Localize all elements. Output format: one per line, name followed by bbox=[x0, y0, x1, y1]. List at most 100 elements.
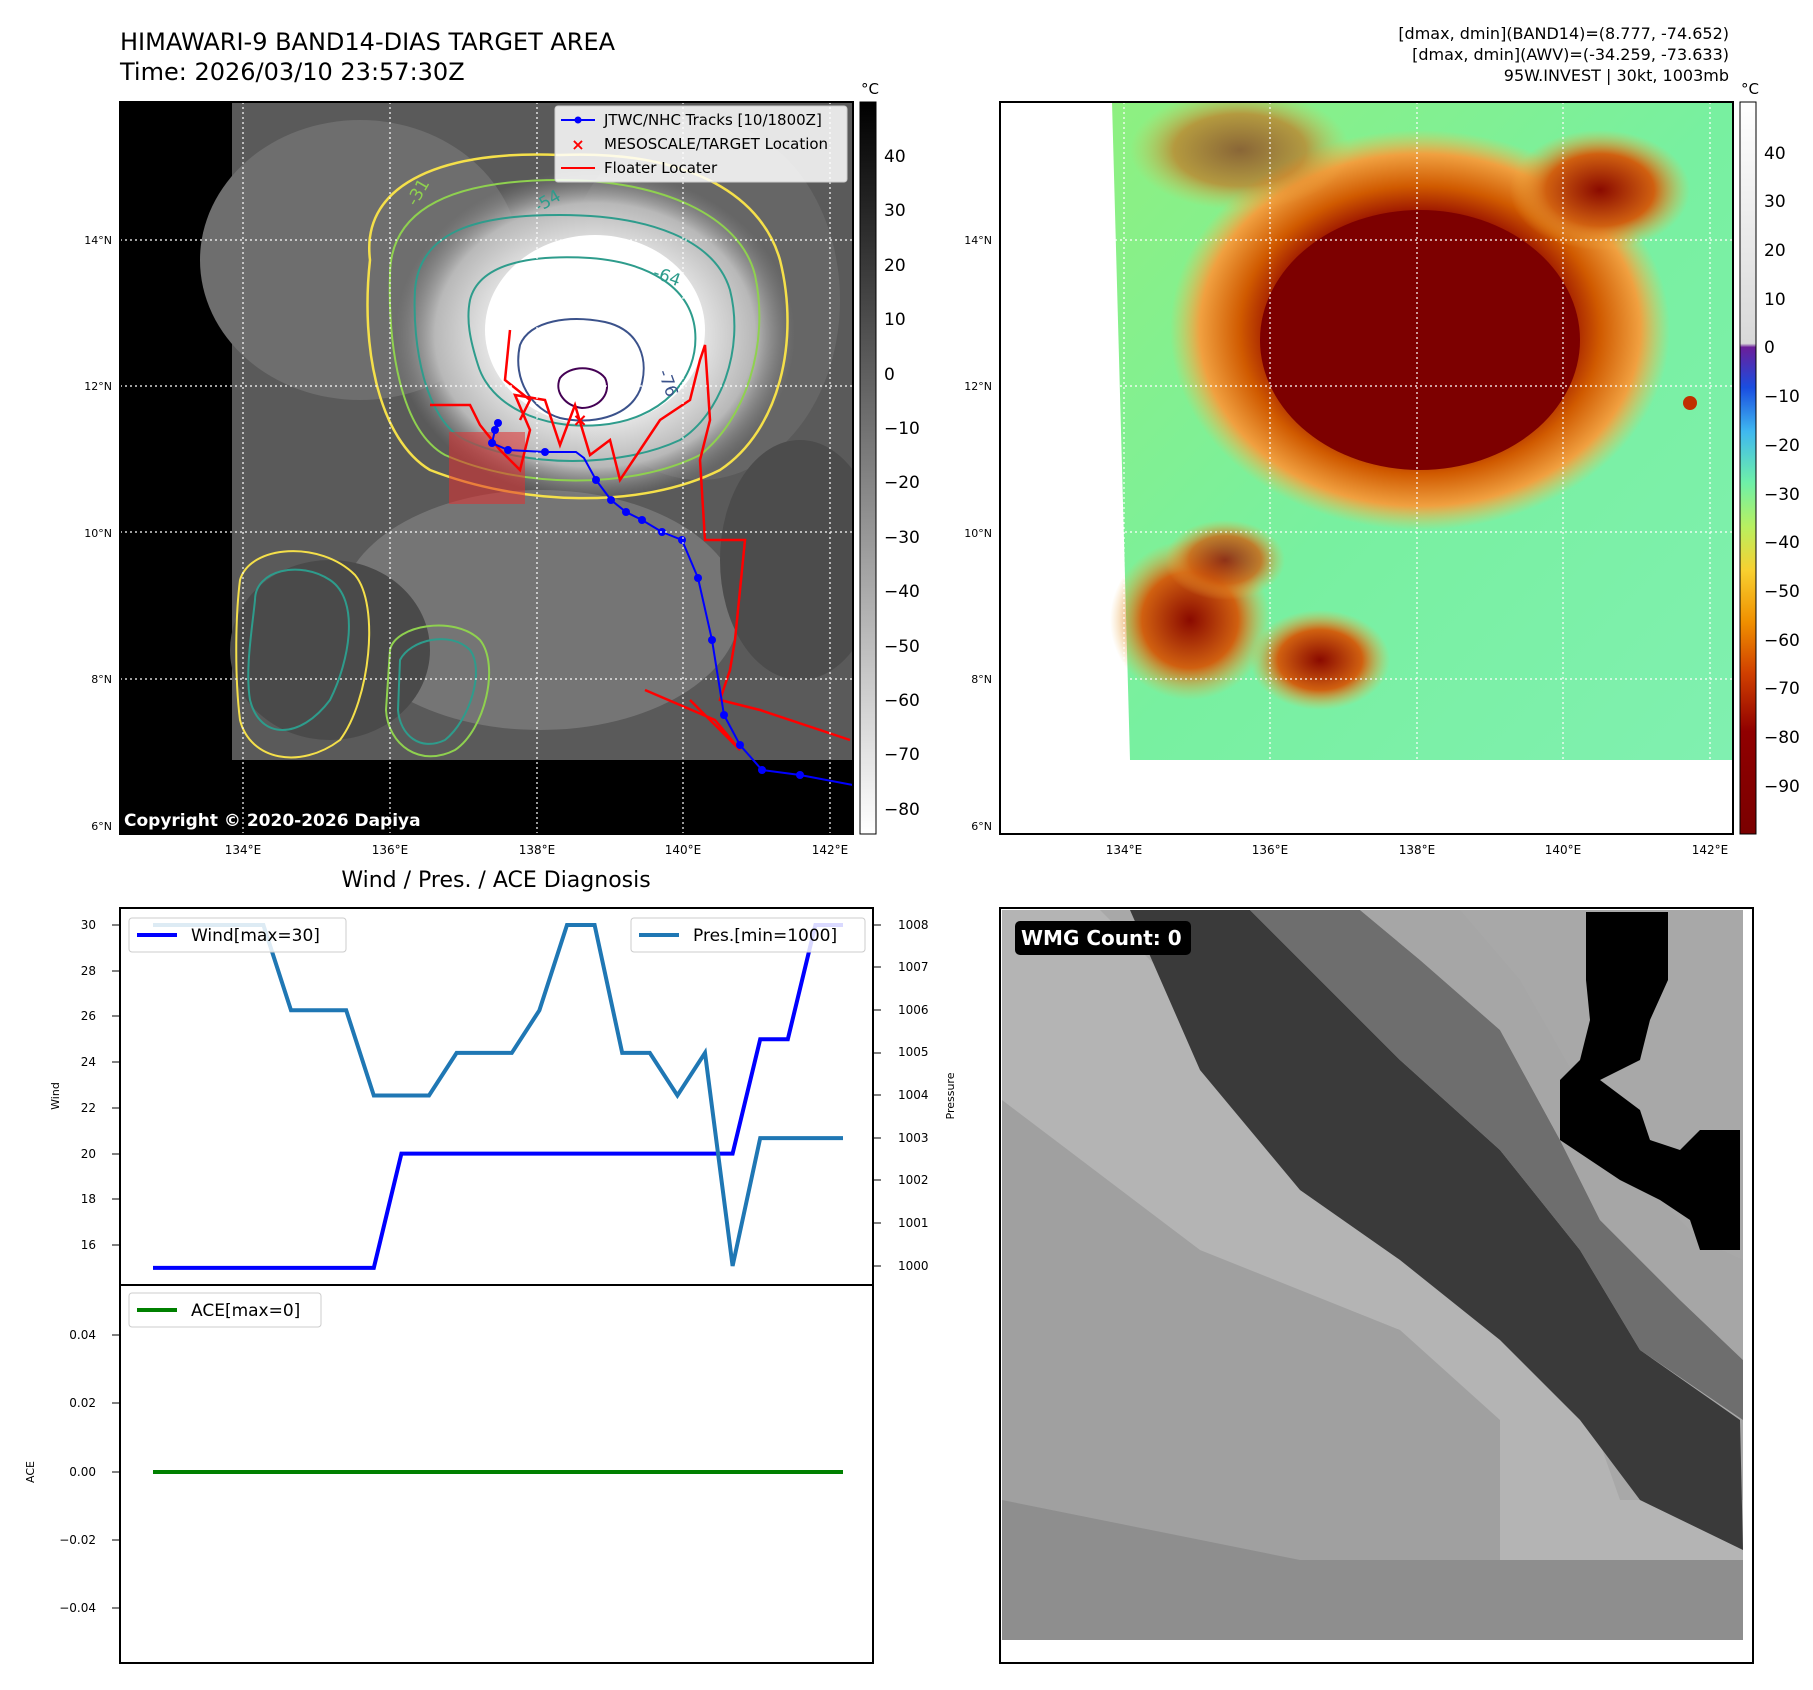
svg-text:12°N: 12°N bbox=[84, 380, 112, 393]
ace-yticks: 0.04 0.02 0.00 −0.02 −0.04 bbox=[59, 1328, 96, 1615]
svg-text:22: 22 bbox=[81, 1101, 96, 1115]
svg-text:30: 30 bbox=[1764, 192, 1786, 212]
awv-lon-labels: 134°E 136°E 138°E 140°E 142°E bbox=[1106, 843, 1729, 857]
wmg-imagery bbox=[1002, 910, 1743, 1640]
awv-gridlines bbox=[1000, 102, 1733, 834]
svg-text:−20: −20 bbox=[884, 473, 920, 493]
svg-text:−0.02: −0.02 bbox=[59, 1533, 96, 1547]
wmg-count-badge bbox=[1015, 921, 1191, 955]
pressure-yticks: 1008 1007 1006 1005 1004 1003 1002 1001 … bbox=[898, 918, 929, 1273]
svg-text:14°N: 14°N bbox=[964, 234, 992, 247]
svg-text:−40: −40 bbox=[884, 582, 920, 602]
svg-text:−50: −50 bbox=[1764, 582, 1800, 602]
svg-text:26: 26 bbox=[81, 1009, 96, 1023]
pressure-ytick-marks bbox=[873, 924, 881, 1267]
awv-colorbar-unit: °C bbox=[1741, 80, 1759, 98]
floater-shaded-box bbox=[449, 432, 525, 504]
svg-text:1000: 1000 bbox=[898, 1259, 929, 1273]
svg-text:1002: 1002 bbox=[898, 1173, 929, 1187]
svg-text:134°E: 134°E bbox=[1106, 843, 1143, 857]
svg-text:−50: −50 bbox=[884, 637, 920, 657]
svg-text:18: 18 bbox=[81, 1192, 96, 1206]
figure-title: HIMAWARI-9 BAND14-DIAS TARGET AREA bbox=[120, 28, 616, 56]
pressure-legend-label: Pres.[min=1000] bbox=[693, 926, 837, 946]
gray-colorbar-unit: °C bbox=[861, 80, 879, 98]
legend-target-marker: × bbox=[571, 135, 584, 154]
svg-text:138°E: 138°E bbox=[1399, 843, 1436, 857]
floater-locater-line-2 bbox=[644, 688, 741, 751]
wind-series-line bbox=[153, 923, 843, 1270]
svg-text:−40: −40 bbox=[1764, 533, 1800, 553]
svg-text:140°E: 140°E bbox=[1545, 843, 1582, 857]
ir-map-panel: -31 -54 -64 -76 × bbox=[84, 101, 854, 857]
svg-text:24: 24 bbox=[81, 1055, 96, 1069]
svg-text:138°E: 138°E bbox=[519, 843, 556, 857]
wind-yticks: 30 28 26 24 22 20 18 16 bbox=[81, 918, 96, 1252]
svg-text:20: 20 bbox=[1764, 241, 1786, 261]
svg-text:0.04: 0.04 bbox=[69, 1328, 96, 1342]
ace-legend-label: ACE[max=0] bbox=[191, 1301, 300, 1321]
svg-text:−70: −70 bbox=[884, 745, 920, 765]
wmg-count-label: WMG Count: 0 bbox=[1021, 926, 1182, 950]
svg-text:−20: −20 bbox=[1764, 436, 1800, 456]
stat-awv: [dmax, dmin](AWV)=(-34.259, -73.633) bbox=[1412, 45, 1729, 64]
ir-imagery: -31 -54 -64 -76 × bbox=[120, 102, 853, 834]
svg-text:0: 0 bbox=[1764, 338, 1775, 358]
floater-locater-line-3 bbox=[503, 329, 532, 421]
ace-ytick-marks bbox=[112, 1334, 120, 1609]
svg-text:12°N: 12°N bbox=[964, 380, 992, 393]
svg-text:40: 40 bbox=[1764, 144, 1786, 164]
svg-text:1008: 1008 bbox=[898, 918, 929, 932]
svg-text:28: 28 bbox=[81, 964, 96, 978]
awv-colorbar-ticks: 40 30 20 10 0 −10 −20 −30 −40 −50 −60 −7… bbox=[1764, 144, 1800, 797]
svg-text:−10: −10 bbox=[1764, 387, 1800, 407]
svg-text:0.00: 0.00 bbox=[69, 1465, 96, 1479]
svg-text:8°N: 8°N bbox=[971, 673, 992, 686]
target-location-marker: × bbox=[572, 410, 587, 431]
svg-text:−90: −90 bbox=[1764, 777, 1800, 797]
pressure-axis-label: Pressure bbox=[944, 1072, 957, 1119]
svg-text:−80: −80 bbox=[1764, 728, 1800, 748]
svg-text:10°N: 10°N bbox=[964, 527, 992, 540]
diagnosis-title: Wind / Pres. / ACE Diagnosis bbox=[341, 868, 650, 893]
legend-track-label: JTWC/NHC Tracks [10/1800Z] bbox=[603, 111, 822, 129]
svg-text:8°N: 8°N bbox=[91, 673, 112, 686]
svg-text:1007: 1007 bbox=[898, 960, 929, 974]
ace-legend: ACE[max=0] bbox=[128, 1292, 322, 1328]
jtwc-track-line bbox=[490, 422, 853, 786]
svg-text:−60: −60 bbox=[1764, 631, 1800, 651]
svg-text:1003: 1003 bbox=[898, 1131, 929, 1145]
svg-text:0.02: 0.02 bbox=[69, 1396, 96, 1410]
svg-text:30: 30 bbox=[81, 918, 96, 932]
pressure-legend: Pres.[min=1000] bbox=[630, 917, 866, 953]
svg-text:−30: −30 bbox=[884, 528, 920, 548]
svg-text:140°E: 140°E bbox=[665, 843, 702, 857]
ir-gridlines bbox=[120, 102, 853, 834]
gray-colorbar-ticks: 40 30 20 10 0 −10 −20 −30 −40 −50 −60 −7… bbox=[884, 147, 920, 820]
svg-text:10: 10 bbox=[1764, 290, 1786, 310]
svg-text:20: 20 bbox=[884, 256, 906, 276]
svg-text:−60: −60 bbox=[884, 691, 920, 711]
ace-axis-label: ACE bbox=[24, 1461, 37, 1483]
svg-text:−10: −10 bbox=[884, 419, 920, 439]
svg-text:136°E: 136°E bbox=[1252, 843, 1289, 857]
svg-text:6°N: 6°N bbox=[91, 820, 112, 833]
awv-colorbar: °C 40 30 20 10 0 −10 −20 −30 −40 −50 −60… bbox=[1739, 80, 1800, 835]
svg-text:142°E: 142°E bbox=[1692, 843, 1729, 857]
figure-time: Time: 2026/03/10 23:57:30Z bbox=[119, 58, 465, 86]
wind-legend: Wind[max=30] bbox=[128, 917, 347, 953]
svg-text:40: 40 bbox=[884, 147, 906, 167]
wind-legend-label: Wind[max=30] bbox=[191, 926, 320, 946]
svg-text:−30: −30 bbox=[1764, 485, 1800, 505]
svg-text:10°N: 10°N bbox=[84, 527, 112, 540]
ir-lon-labels: 134°E 136°E 138°E 140°E 142°E bbox=[225, 843, 849, 857]
svg-text:1005: 1005 bbox=[898, 1045, 929, 1059]
svg-text:−70: −70 bbox=[1764, 679, 1800, 699]
awv-map-panel: 14°N 12°N 10°N 8°N 6°N 134°E 136°E 138°E… bbox=[964, 101, 1734, 857]
gray-colorbar: °C 40 30 20 10 0 −10 −20 −30 −40 −50 −60… bbox=[859, 80, 920, 835]
svg-text:1004: 1004 bbox=[898, 1088, 929, 1102]
jtwc-track-points bbox=[488, 419, 804, 779]
svg-text:16: 16 bbox=[81, 1238, 96, 1252]
wmg-panel: WMG Count: 0 bbox=[999, 907, 1754, 1664]
